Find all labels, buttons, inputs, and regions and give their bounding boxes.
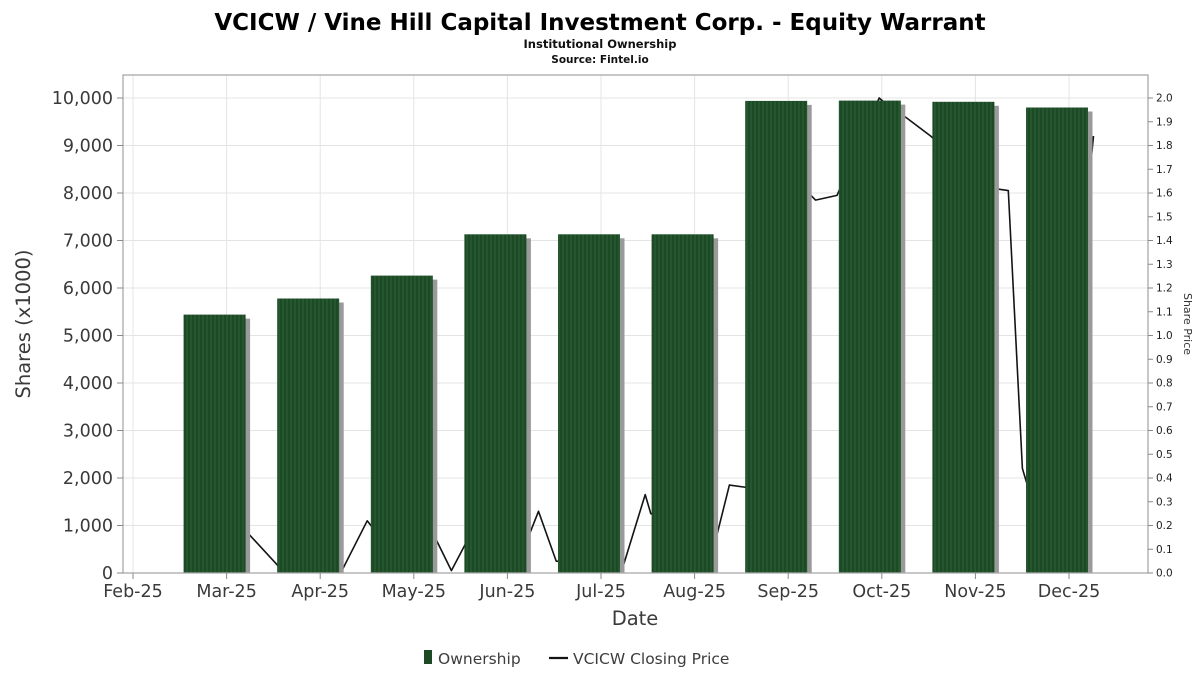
bar-jun-25: [464, 234, 527, 574]
bar-oct-25: [838, 100, 901, 573]
left-tick-label: 4,000: [63, 374, 113, 394]
right-tick-label: 1.3: [1156, 259, 1173, 271]
ownership-bars: [183, 100, 1093, 574]
right-tick-label: 0.5: [1156, 449, 1173, 461]
x-tick-label: Aug-25: [663, 582, 726, 602]
plot-border: [122, 74, 1149, 574]
bar-jul-25: [558, 234, 620, 574]
chart-title: VCICW / Vine Hill Capital Investment Cor…: [214, 10, 985, 36]
right-tick-label: 1.6: [1156, 188, 1173, 200]
left-axis-title: Shares (x1000): [12, 249, 35, 398]
ownership-legend-label: Ownership: [438, 650, 521, 668]
right-tick-label: 2.0: [1156, 93, 1173, 105]
left-tick-label: 7,000: [63, 232, 113, 252]
x-tick-label: Jun-25: [478, 582, 535, 602]
right-tick-label: 1.2: [1156, 283, 1173, 295]
x-axis-title: Date: [612, 607, 659, 630]
right-tick-label: 1.5: [1156, 211, 1173, 223]
bar-mar-25: [183, 314, 246, 573]
right-tick-label: 0.8: [1156, 378, 1173, 390]
bar-may-25: [370, 275, 433, 573]
left-tick-label: 2,000: [63, 469, 113, 489]
chart-legend: Ownership VCICW Closing Price: [424, 650, 729, 668]
x-tick-label: Dec-25: [1038, 582, 1100, 602]
right-tick-label: 0.6: [1156, 425, 1173, 437]
left-tick-label: 3,000: [63, 422, 113, 442]
right-tick-label: 0.0: [1156, 568, 1173, 580]
left-tick-label: 1,000: [63, 517, 113, 537]
right-tick-label: 0.3: [1156, 496, 1173, 508]
right-tick-label: 1.4: [1156, 235, 1173, 247]
right-tick-label: 0.2: [1156, 520, 1173, 532]
left-tick-label: 9,000: [63, 137, 113, 157]
bar-apr-25: [277, 298, 340, 573]
chart-source: Source: Fintel.io: [551, 54, 648, 66]
right-tick-label: 0.7: [1156, 401, 1173, 413]
bar-dec-25: [1026, 107, 1088, 573]
right-tick-label: 1.8: [1156, 140, 1173, 152]
x-tick-label: Jul-25: [575, 582, 626, 602]
left-tick-label: 6,000: [63, 279, 113, 299]
right-tick-label: 0.1: [1156, 544, 1173, 556]
right-tick-label: 1.7: [1156, 164, 1173, 176]
x-tick-label: Nov-25: [944, 582, 1006, 602]
bar-nov-25: [932, 101, 995, 574]
right-tick-label: 0.4: [1156, 473, 1173, 485]
x-tick-label: Sep-25: [757, 582, 819, 602]
x-tick-label: Mar-25: [196, 582, 256, 602]
x-tick-label: Feb-25: [103, 582, 163, 602]
axis-ticks: 0 1,000 2,000 3,000 4,000 5,000 6,000 7,000 8,00…: [52, 89, 1173, 602]
x-tick-label: Apr-25: [291, 582, 349, 602]
chart-subtitle: Institutional Ownership: [524, 37, 677, 51]
left-tick-label: 8,000: [63, 184, 113, 204]
left-tick-label: 5,000: [63, 327, 113, 347]
right-tick-label: 1.9: [1156, 116, 1173, 128]
x-tick-label: May-25: [382, 582, 446, 602]
right-tick-label: 1.1: [1156, 306, 1173, 318]
bar-sep-25: [745, 100, 808, 574]
left-tick-label: 10,000: [52, 89, 113, 109]
closing-price-legend-label: VCICW Closing Price: [573, 650, 729, 668]
right-tick-label: 0.9: [1156, 354, 1173, 366]
bar-aug-25: [651, 234, 714, 574]
right-axis-title: Share Price: [1181, 293, 1194, 355]
left-tick-label: 0: [102, 564, 113, 584]
x-tick-label: Oct-25: [852, 582, 911, 602]
plot-area: 0 1,000 2,000 3,000 4,000 5,000 6,000 7,000 8,00…: [52, 74, 1173, 602]
ownership-legend-swatch: [424, 650, 432, 664]
right-tick-label: 1.0: [1156, 330, 1173, 342]
